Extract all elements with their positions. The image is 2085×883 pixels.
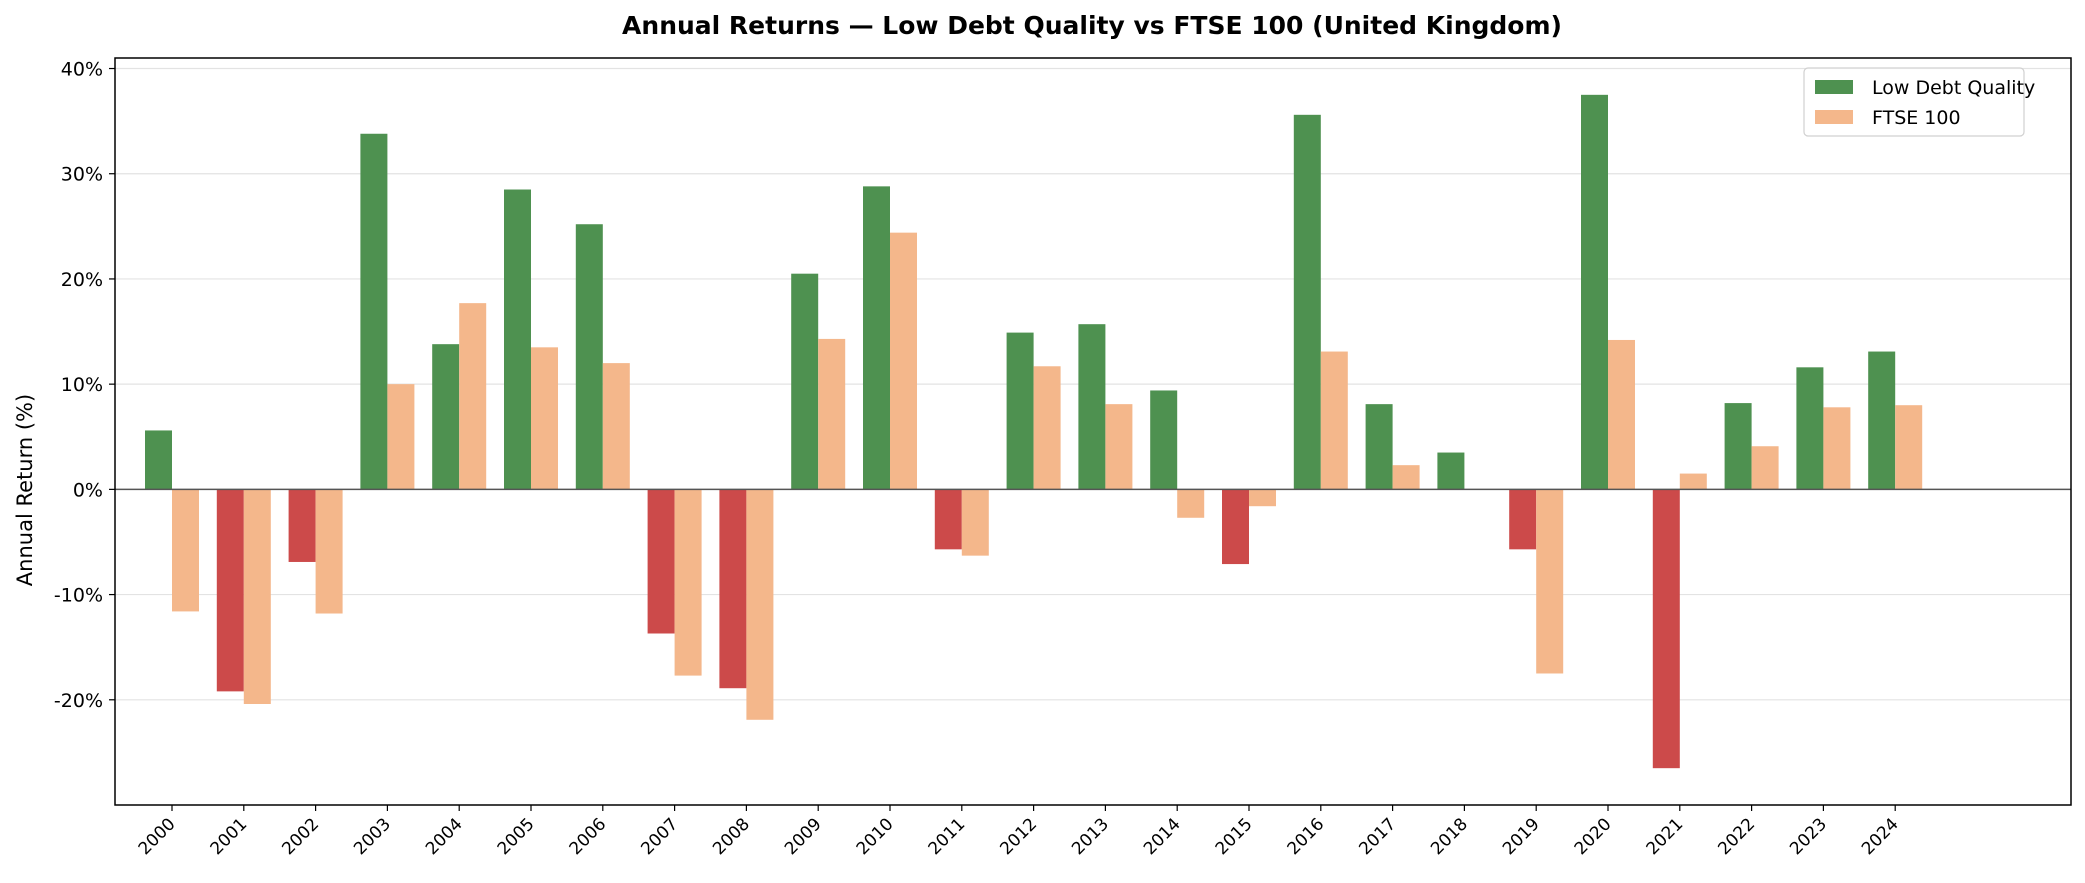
bar-low-debt-quality-2017: [1365, 404, 1393, 490]
plot-frame: [114, 57, 2072, 806]
bar-low-debt-quality-2001: [216, 489, 244, 692]
bar-low-debt-quality-2013: [1078, 324, 1106, 490]
bar-ftse-100-2001: [243, 489, 271, 704]
bar-ftse-100-2003: [387, 384, 415, 490]
x-tick-label: 2001: [207, 814, 252, 859]
bar-ftse-100-2004: [459, 303, 487, 490]
y-tick-label: 40%: [61, 59, 103, 81]
y-tick-label: 20%: [61, 269, 103, 291]
bar-low-debt-quality-2003: [360, 133, 388, 490]
x-tick-label: 2007: [637, 814, 682, 859]
bar-ftse-100-2008: [746, 489, 774, 720]
bar-ftse-100-2017: [1392, 465, 1420, 490]
x-tick-label: 2019: [1499, 814, 1544, 859]
bar-ftse-100-2020: [1608, 339, 1635, 490]
bar-ftse-100-2023: [1823, 407, 1851, 490]
x-tick-label: 2005: [494, 814, 539, 859]
x-tick-label: 2021: [1643, 814, 1688, 859]
bar-low-debt-quality-2000: [145, 430, 172, 490]
legend: Low Debt Quality FTSE 100: [1803, 67, 2035, 137]
bar-ftse-100-2010: [890, 232, 917, 490]
bar-ftse-100-2019: [1536, 489, 1564, 674]
x-tick-label: 2008: [709, 814, 754, 859]
bar-low-debt-quality-2018: [1437, 452, 1465, 490]
bar-low-debt-quality-2012: [1006, 332, 1034, 490]
bar-ftse-100-2022: [1751, 446, 1779, 490]
legend-swatch-ftse-100: [1815, 110, 1853, 124]
x-tick-label: 2024: [1858, 814, 1903, 859]
legend-frame: [1803, 67, 2025, 137]
legend-swatch-low-debt-quality: [1815, 80, 1853, 94]
x-tick-label: 2016: [1284, 814, 1329, 859]
x-tick-label: 2020: [1571, 814, 1616, 859]
legend-label-ftse-100: FTSE 100: [1872, 107, 1961, 129]
bar-low-debt-quality-2020: [1581, 94, 1608, 490]
x-tick-label: 2017: [1355, 814, 1400, 859]
x-tick-label: 2009: [781, 814, 826, 859]
bar-low-debt-quality-2023: [1796, 367, 1824, 490]
x-axis: 2000 2001 2002 2003 2004 2005 2006 2007 2008 2009…: [135, 805, 1903, 859]
bar-ftse-100-2002: [315, 489, 343, 614]
x-tick-label: 2002: [278, 814, 323, 859]
bar-low-debt-quality-2007: [647, 489, 675, 634]
x-tick-label: 2004: [422, 814, 467, 859]
bar-ftse-100-2016: [1320, 351, 1348, 490]
y-tick-label: 0%: [73, 479, 103, 501]
bar-low-debt-quality-2014: [1150, 390, 1178, 490]
x-tick-label: 2011: [925, 814, 970, 859]
bar-low-debt-quality-2004: [432, 344, 460, 490]
bar-ftse-100-2007: [674, 489, 702, 676]
x-tick-label: 2000: [135, 814, 180, 859]
bar-low-debt-quality-2005: [504, 189, 531, 490]
y-tick-label: 10%: [61, 374, 103, 396]
bar-low-debt-quality-2019: [1509, 489, 1537, 550]
x-tick-label: 2014: [1140, 814, 1185, 859]
bar-low-debt-quality-2010: [863, 186, 890, 490]
bar-ftse-100-2009: [818, 338, 846, 490]
bar-ftse-100-2013: [1105, 404, 1133, 490]
bar-low-debt-quality-2021: [1652, 489, 1680, 769]
bar-low-debt-quality-2016: [1293, 114, 1321, 490]
bar-ftse-100-2011: [961, 489, 989, 556]
y-axis: -20% -10% 0% 10% 20% 30% 40%: [54, 59, 115, 712]
bar-ftse-100-2014: [1177, 489, 1205, 518]
y-tick-label: 30%: [61, 164, 103, 186]
bar-low-debt-quality-2006: [575, 224, 603, 490]
bar-ftse-100-2000: [172, 489, 199, 612]
legend-label-low-debt-quality: Low Debt Quality: [1872, 77, 2035, 99]
bar-low-debt-quality-2024: [1868, 351, 1896, 490]
x-tick-label: 2018: [1427, 814, 1472, 859]
bar-ftse-100-2012: [1033, 366, 1061, 490]
x-tick-label: 2015: [1212, 814, 1257, 859]
bar-ftse-100-2015: [1249, 489, 1276, 507]
x-tick-label: 2022: [1714, 814, 1759, 859]
bar-ftse-100-2021: [1679, 473, 1707, 490]
bar-low-debt-quality-2008: [719, 489, 747, 689]
bar-low-debt-quality-2002: [288, 489, 316, 562]
bar-low-debt-quality-2009: [791, 273, 819, 490]
bar-low-debt-quality-2011: [934, 489, 962, 550]
bars: [145, 94, 1923, 769]
x-tick-label: 2012: [996, 814, 1041, 859]
chart-title: Annual Returns — Low Debt Quality vs FTS…: [622, 11, 1562, 40]
x-tick-label: 2010: [853, 814, 898, 859]
x-tick-label: 2013: [1068, 814, 1113, 859]
bar-ftse-100-2024: [1895, 405, 1923, 490]
x-tick-label: 2003: [350, 814, 395, 859]
bar-ftse-100-2006: [602, 363, 630, 490]
x-tick-label: 2006: [566, 814, 611, 859]
bar-ftse-100-2005: [531, 347, 558, 490]
x-tick-label: 2023: [1786, 814, 1831, 859]
bar-low-debt-quality-2022: [1724, 403, 1752, 490]
y-tick-label: -20%: [54, 690, 103, 712]
y-tick-label: -10%: [54, 585, 103, 607]
bar-low-debt-quality-2015: [1222, 489, 1249, 565]
y-axis-label: Annual Return (%): [13, 394, 37, 586]
